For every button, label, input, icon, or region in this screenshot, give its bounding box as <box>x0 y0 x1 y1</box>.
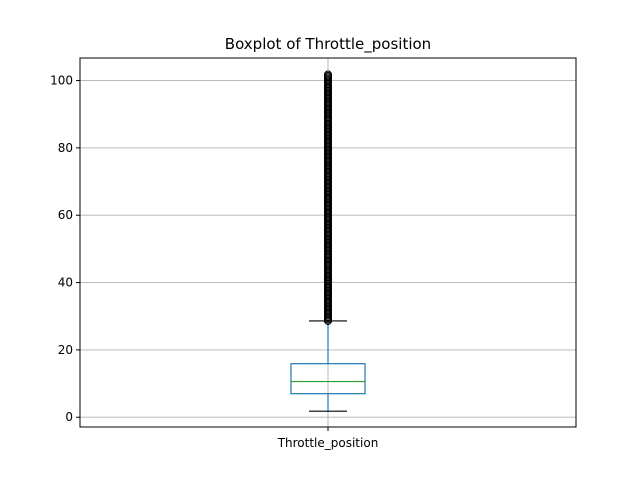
box-group <box>290 320 366 412</box>
x-tick-label: Throttle_position <box>277 436 379 450</box>
x-axis-ticks: Throttle_position <box>277 427 379 450</box>
y-tick-label: 20 <box>58 343 73 357</box>
y-axis-ticks: 0 20 40 60 80 100 <box>50 74 80 424</box>
y-tick-label: 0 <box>65 410 73 424</box>
y-tick-label: 100 <box>50 74 73 88</box>
outlier-points <box>324 70 332 325</box>
chart-title: Boxplot of Throttle_position <box>225 35 431 54</box>
y-tick-label: 80 <box>58 141 73 155</box>
y-tick-label: 60 <box>58 208 73 222</box>
iqr-box <box>290 363 366 395</box>
y-tick-label: 40 <box>58 276 73 290</box>
outlier-point <box>324 70 332 79</box>
